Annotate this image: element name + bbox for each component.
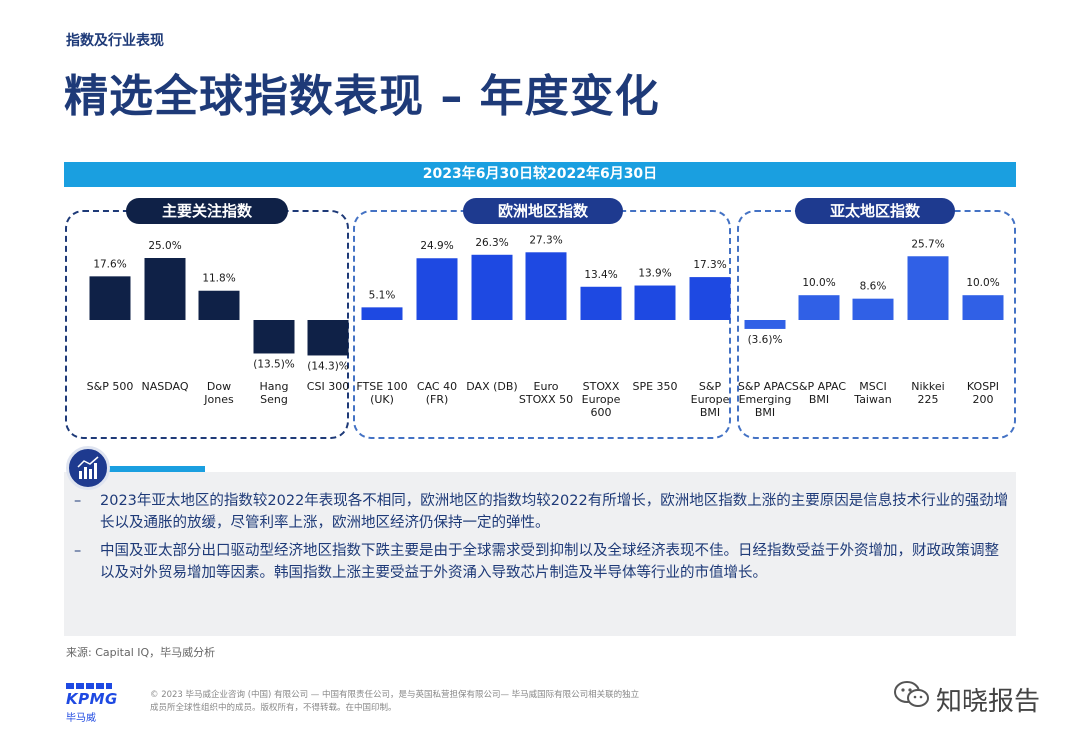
panel-title-europe: 欧洲地区指数: [463, 198, 623, 224]
kpmg-logo: KPMG: [66, 690, 118, 708]
bullet-text: 2023年亚太地区的指数较2022年表现各不相同，欧洲地区的指数均较2022有所…: [100, 493, 1009, 531]
value-label: 25.7%: [911, 238, 944, 250]
category-label: KOSPI 200: [967, 380, 999, 406]
period-banner: 2023年6月30日较2022年6月30日: [64, 162, 1016, 187]
value-label: (14.3)%: [307, 360, 349, 372]
source-note: 来源: Capital IQ，毕马威分析: [66, 646, 216, 659]
value-label: 13.9%: [638, 268, 671, 280]
category-label: DAX (DB): [466, 380, 517, 393]
bar: [416, 258, 458, 320]
category-label: CAC 40 (FR): [417, 380, 457, 406]
bar: [798, 295, 840, 320]
section-label: 指数及行业表现: [66, 33, 164, 49]
value-label: 17.3%: [693, 259, 726, 271]
category-label: Euro STOXX 50: [519, 380, 573, 406]
page-title: 精选全球指数表现 – 年度变化: [64, 71, 660, 122]
bar: [144, 258, 186, 320]
bar: [962, 295, 1004, 320]
commentary-box: [64, 472, 1016, 636]
kpmg-logo-cn: 毕马威: [66, 713, 96, 724]
watermark-text: 知晓报告: [936, 687, 1041, 717]
bar: [525, 252, 567, 320]
category-label: Nikkei 225: [911, 380, 944, 406]
panel-title-main-indices: 主要关注指数: [126, 198, 288, 224]
kpmg-logo-bars: [66, 683, 112, 689]
bar: [907, 256, 949, 320]
bar: [471, 254, 513, 320]
bar: [580, 286, 622, 320]
category-label: Hang Seng: [260, 380, 289, 406]
value-label: 26.3%: [475, 237, 508, 249]
category-label: S&P APAC BMI: [792, 380, 846, 406]
category-label: Dow Jones: [203, 380, 234, 406]
bar: [689, 277, 731, 320]
bullet-text: 中国及亚太部分出口驱动型经济地区指数下跌主要是由于全球需求受到抑制以及全球经济表…: [100, 543, 999, 581]
bar: [198, 290, 240, 320]
bar: [744, 320, 786, 329]
value-label: 10.0%: [966, 277, 999, 289]
bar: [253, 320, 295, 354]
value-label: 10.0%: [802, 277, 835, 289]
bar: [89, 276, 131, 320]
category-label: MSCI Taiwan: [853, 380, 891, 406]
value-label: 11.8%: [202, 273, 235, 285]
value-label: 25.0%: [148, 240, 181, 252]
category-label: SPE 350: [632, 380, 677, 393]
bar: [852, 298, 894, 320]
value-label: (3.6)%: [748, 334, 783, 346]
category-label: STOXX Europe 600: [582, 380, 621, 419]
accent-line: [98, 466, 205, 472]
value-label: 13.4%: [584, 269, 617, 281]
chart-icon: [66, 446, 110, 490]
category-label: NASDAQ: [141, 380, 188, 393]
bullet-dash: –: [74, 493, 82, 509]
category-label: S&P 500: [87, 380, 134, 393]
value-label: 27.3%: [529, 234, 562, 246]
legal-footer: © 2023 毕马威企业咨询 (中国) 有限公司 — 中国有限责任公司，是与英国…: [150, 690, 640, 713]
category-label: FTSE 100 (UK): [356, 380, 407, 406]
bar: [361, 307, 403, 320]
wechat-icon: [894, 681, 929, 707]
value-label: 17.6%: [93, 258, 126, 270]
bar: [307, 320, 349, 356]
category-label: CSI 300: [307, 380, 349, 393]
bar: [634, 285, 676, 320]
value-label: 5.1%: [369, 289, 396, 301]
commentary-bullet: – 2023年亚太地区的指数较2022年表现各不相同，欧洲地区的指数均较2022…: [74, 490, 1009, 534]
commentary-bullet: – 中国及亚太部分出口驱动型经济地区指数下跌主要是由于全球需求受到抑制以及全球经…: [74, 540, 1009, 584]
value-label: (13.5)%: [253, 358, 295, 370]
category-label: S&P Europe BMI: [691, 380, 730, 419]
value-label: 8.6%: [860, 281, 887, 293]
category-label: S&P APAC Emerging BMI: [738, 380, 792, 419]
value-label: 24.9%: [420, 240, 453, 252]
panel-title-apac: 亚太地区指数: [795, 198, 955, 224]
bullet-dash: –: [74, 543, 82, 559]
